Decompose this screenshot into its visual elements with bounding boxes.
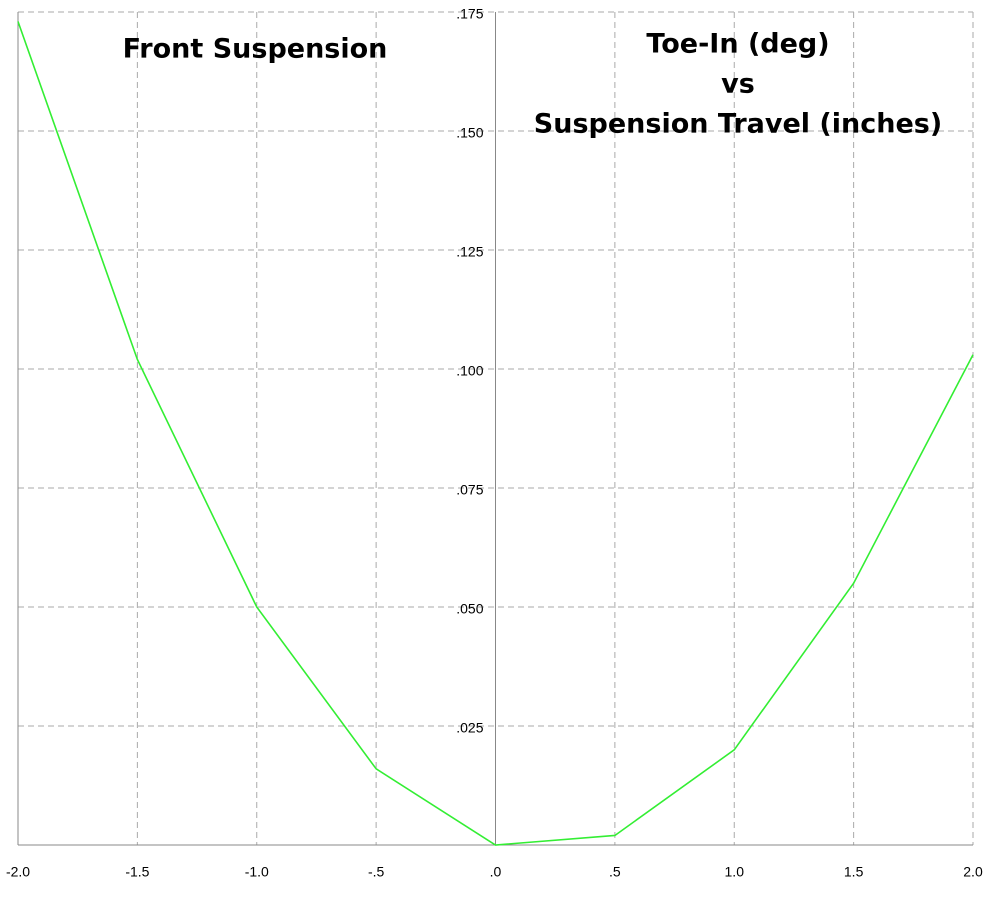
annotation: Toe-In (deg) bbox=[646, 29, 829, 60]
y-tick-label: .125 bbox=[456, 244, 483, 260]
annotation: vs bbox=[721, 69, 755, 100]
y-tick-label: .100 bbox=[456, 363, 483, 379]
x-tick-label: 2.0 bbox=[963, 864, 983, 880]
x-tick-label: .5 bbox=[609, 864, 621, 880]
y-tick-label: .150 bbox=[456, 125, 483, 141]
y-tick-label: .025 bbox=[456, 720, 483, 736]
y-tick-label: .175 bbox=[456, 6, 483, 22]
x-tick-label: .0 bbox=[490, 864, 502, 880]
x-tick-label: -2.0 bbox=[6, 864, 30, 880]
line-series bbox=[17, 21, 974, 846]
y-tick-label: .050 bbox=[456, 601, 483, 617]
x-tick-label: -1.0 bbox=[245, 864, 269, 880]
annotation: Front Suspension bbox=[123, 34, 388, 65]
y-tick-label: .075 bbox=[456, 482, 483, 498]
x-tick-label: 1.0 bbox=[725, 864, 745, 880]
annotation: Suspension Travel (inches) bbox=[534, 109, 942, 140]
x-tick-label: -1.5 bbox=[125, 864, 149, 880]
x-tick-label: 1.5 bbox=[844, 864, 864, 880]
x-tick-label: -.5 bbox=[368, 864, 385, 880]
